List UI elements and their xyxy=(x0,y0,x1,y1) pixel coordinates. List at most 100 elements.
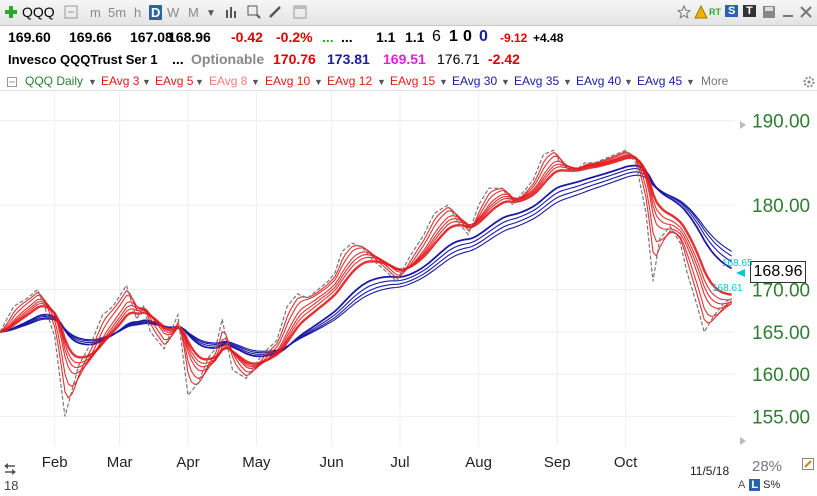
quote-change: -0.42 xyxy=(231,29,263,45)
t-badge[interactable]: T xyxy=(743,5,756,17)
edit-icon[interactable] xyxy=(802,458,814,470)
quote-ratio1: 1.1 xyxy=(376,29,396,45)
chevron-down-icon[interactable]: ▼ xyxy=(624,77,633,87)
series-line-eavg-8 xyxy=(0,154,732,375)
legend-item-qqq-daily[interactable]: QQQ Daily xyxy=(25,74,84,88)
legend-item-eavg-30[interactable]: EAvg 30 xyxy=(452,74,498,88)
close-icon[interactable] xyxy=(799,5,813,19)
legend-item-eavg-3[interactable]: EAvg 3 xyxy=(101,74,140,88)
grid xyxy=(0,91,735,446)
series-line-eavg-30 xyxy=(0,164,733,358)
cyan-marker-icon xyxy=(736,269,745,277)
scroll-down-arrow-icon[interactable] xyxy=(740,437,746,445)
legend-item-eavg-10[interactable]: EAvg 10 xyxy=(265,74,311,88)
chevron-down-icon[interactable]: ▼ xyxy=(251,77,260,87)
timeframe-w[interactable]: W xyxy=(167,5,180,20)
alert-icon[interactable] xyxy=(694,5,708,19)
zoom-level[interactable]: 28% xyxy=(752,458,783,475)
x-tick-label: Aug xyxy=(465,454,492,471)
chevron-down-icon[interactable]: ▼ xyxy=(206,8,216,19)
optionable-label: Optionable xyxy=(191,51,265,67)
cyan-label-upper: 168.65 xyxy=(722,258,753,269)
legend-item-eavg-5[interactable]: EAvg 5 xyxy=(155,74,194,88)
legend-item-eavg-35[interactable]: EAvg 35 xyxy=(514,74,560,88)
save-icon[interactable] xyxy=(762,5,776,19)
legend-row: QQQ Daily ▼ EAvg 3 ▼ EAvg 5 ▼ EAvg 8 ▼ E… xyxy=(0,73,817,91)
star-icon[interactable] xyxy=(677,5,691,19)
x-tick-label: May xyxy=(242,454,271,471)
y-tick-label: 190.00 xyxy=(752,112,810,133)
series-line-eavg-15 xyxy=(0,156,732,365)
indicator-add-icon[interactable] xyxy=(247,5,261,19)
name-dots: ... xyxy=(172,51,184,67)
chevron-down-icon[interactable]: ▼ xyxy=(377,77,386,87)
x-tick-label: Mar xyxy=(107,454,133,471)
name-v5: -2.42 xyxy=(488,51,520,67)
legend-item-eavg-15[interactable]: EAvg 15 xyxy=(390,74,436,88)
percent-scale-toggle[interactable]: S% xyxy=(763,479,781,491)
rt-badge[interactable]: RT xyxy=(709,7,721,17)
quote-high: 169.66 xyxy=(69,29,112,45)
window-icon[interactable] xyxy=(293,5,307,19)
quote-low: 167.08 xyxy=(130,29,173,45)
quote-row: 169.60 169.66 167.08 168.96 -0.42 -0.2% … xyxy=(0,28,817,49)
legend-item-eavg-45[interactable]: EAvg 45 xyxy=(637,74,683,88)
chevron-down-icon[interactable]: ▼ xyxy=(142,77,151,87)
collapse-icon[interactable] xyxy=(7,77,17,87)
chevron-down-icon[interactable]: ▼ xyxy=(88,77,97,87)
toolbar: QQQ m 5m h D W M ▼ RT S T xyxy=(0,0,817,26)
symbol-label[interactable]: QQQ xyxy=(22,4,55,20)
quote-n3: 0 xyxy=(463,28,472,45)
quote-close: 168.96 xyxy=(168,29,211,45)
legend-item-eavg-40[interactable]: EAvg 40 xyxy=(576,74,622,88)
timeframe-toggle-icon[interactable] xyxy=(64,5,78,19)
scroll-up-arrow-icon[interactable] xyxy=(740,121,746,129)
series-line-qqq-daily xyxy=(0,149,732,417)
y-tick-label: 170.00 xyxy=(752,281,810,302)
chart-area[interactable]: 155.00 160.00 165.00 170.00 180.00 190.00 Feb… xyxy=(0,91,817,496)
footer-left-number: 18 xyxy=(4,478,19,493)
expand-arrows-icon[interactable] xyxy=(2,462,18,476)
chevron-down-icon[interactable]: ▼ xyxy=(501,77,510,87)
x-tick-label: Feb xyxy=(42,454,68,471)
bar-chart-icon[interactable] xyxy=(225,5,239,19)
add-icon[interactable] xyxy=(4,5,18,19)
name-v4: 176.71 xyxy=(437,51,480,67)
footer-date: 11/5/18 xyxy=(690,464,730,478)
chevron-down-icon[interactable]: ▼ xyxy=(563,77,572,87)
timeframe-mo[interactable]: M xyxy=(188,5,199,20)
quote-n2: 1 xyxy=(449,28,458,45)
quote-n1: 6 xyxy=(432,28,441,45)
chevron-down-icon[interactable]: ▼ xyxy=(195,77,204,87)
legend-item-eavg-12[interactable]: EAvg 12 xyxy=(327,74,373,88)
x-tick-label: Jun xyxy=(320,454,344,471)
timeframe-5m[interactable]: 5m xyxy=(108,5,127,20)
y-tick-label: 180.00 xyxy=(752,196,810,217)
legend-more-link[interactable]: More xyxy=(701,74,729,88)
security-name: Invesco QQQTrust Ser 1 xyxy=(8,52,158,67)
timeframe-h[interactable]: h xyxy=(134,5,142,20)
s-badge[interactable]: S xyxy=(725,5,739,17)
x-tick-label: Apr xyxy=(176,454,199,471)
y-tick-label: 155.00 xyxy=(752,407,810,428)
minimize-icon[interactable] xyxy=(781,5,795,19)
pencil-icon[interactable] xyxy=(268,5,282,19)
log-scale-toggle[interactable]: L xyxy=(749,479,761,491)
chevron-down-icon[interactable]: ▼ xyxy=(686,77,695,87)
y-tick-label: 165.00 xyxy=(752,323,810,344)
quote-v2: +4.48 xyxy=(533,31,564,45)
settings-icon[interactable] xyxy=(803,76,815,88)
series-group xyxy=(0,151,733,399)
series-line-eavg-10 xyxy=(0,155,732,369)
legend-item-eavg-8[interactable]: EAvg 8 xyxy=(209,74,248,88)
x-tick-label: Oct xyxy=(614,454,638,471)
timeframe-m[interactable]: m xyxy=(90,5,101,20)
chevron-down-icon[interactable]: ▼ xyxy=(439,77,448,87)
series-line-eavg-12 xyxy=(0,155,732,366)
timeframe-d[interactable]: D xyxy=(149,5,163,20)
price-series-group xyxy=(0,149,732,417)
quote-change-pct: -0.2% xyxy=(276,29,313,45)
chevron-down-icon[interactable]: ▼ xyxy=(314,77,323,87)
name-row: Invesco QQQTrust Ser 1 ... Optionable 17… xyxy=(0,51,817,71)
